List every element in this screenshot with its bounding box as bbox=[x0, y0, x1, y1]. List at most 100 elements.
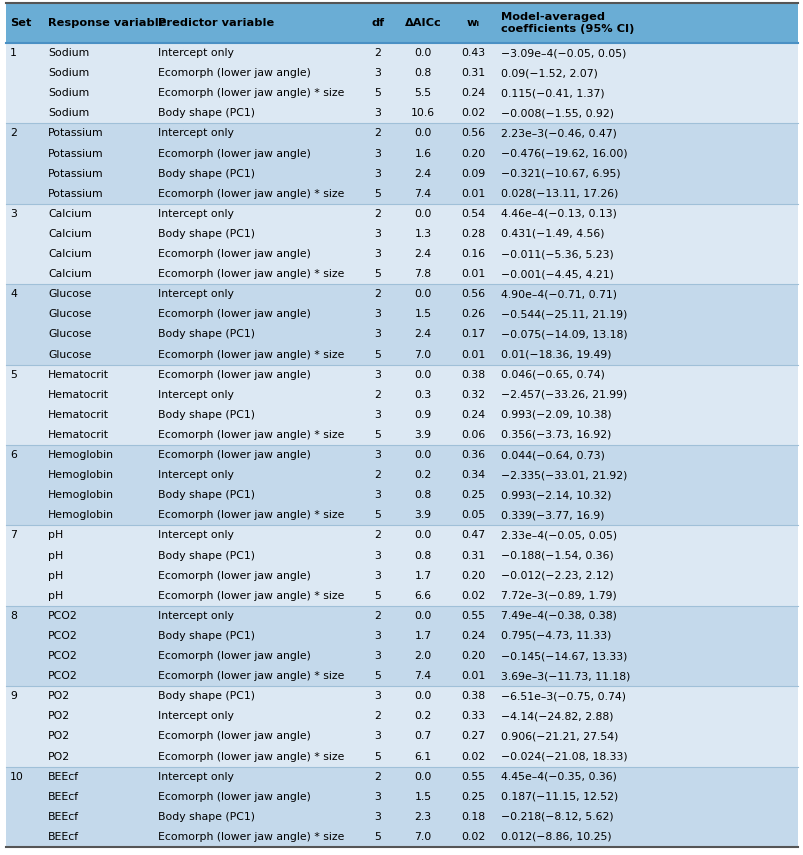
Text: 0.7: 0.7 bbox=[414, 731, 431, 741]
Text: 5.5: 5.5 bbox=[414, 88, 431, 98]
Text: Body shape (PC1): Body shape (PC1) bbox=[158, 691, 255, 701]
Text: 3: 3 bbox=[374, 109, 381, 118]
Text: 5: 5 bbox=[374, 752, 381, 762]
Text: Set: Set bbox=[10, 18, 31, 28]
Bar bbox=[6, 43, 797, 63]
Text: −0.476(−19.62, 16.00): −0.476(−19.62, 16.00) bbox=[500, 149, 627, 158]
Text: 0.2: 0.2 bbox=[414, 711, 431, 722]
Text: 0.28: 0.28 bbox=[460, 229, 484, 239]
Text: 0.02: 0.02 bbox=[460, 591, 484, 601]
Text: 0.0: 0.0 bbox=[414, 610, 431, 621]
Text: −0.075(−14.09, 13.18): −0.075(−14.09, 13.18) bbox=[500, 329, 627, 339]
Text: −0.321(−10.67, 6.95): −0.321(−10.67, 6.95) bbox=[500, 168, 620, 179]
Bar bbox=[6, 244, 797, 264]
Bar bbox=[6, 184, 797, 203]
Bar bbox=[6, 103, 797, 123]
Text: 0.43: 0.43 bbox=[460, 48, 484, 58]
Text: Body shape (PC1): Body shape (PC1) bbox=[158, 168, 255, 179]
Text: Body shape (PC1): Body shape (PC1) bbox=[158, 812, 255, 822]
Text: 3: 3 bbox=[374, 651, 381, 661]
Bar bbox=[6, 666, 797, 687]
Text: Ecomorph (lower jaw angle) * size: Ecomorph (lower jaw angle) * size bbox=[158, 88, 344, 98]
Text: 0.906(−21.21, 27.54): 0.906(−21.21, 27.54) bbox=[500, 731, 618, 741]
Bar bbox=[6, 284, 797, 304]
Text: Hematocrit: Hematocrit bbox=[48, 390, 109, 400]
Text: 7.49e–4(−0.38, 0.38): 7.49e–4(−0.38, 0.38) bbox=[500, 610, 616, 621]
Text: Potassium: Potassium bbox=[48, 128, 104, 139]
Text: 5: 5 bbox=[374, 510, 381, 521]
Text: Body shape (PC1): Body shape (PC1) bbox=[158, 631, 255, 641]
Bar bbox=[6, 706, 797, 727]
Text: Sodium: Sodium bbox=[48, 109, 89, 118]
Text: Intercept only: Intercept only bbox=[158, 610, 234, 621]
Text: Intercept only: Intercept only bbox=[158, 772, 234, 781]
Text: 3: 3 bbox=[374, 168, 381, 179]
Text: 0.8: 0.8 bbox=[414, 551, 431, 561]
Text: 5: 5 bbox=[374, 269, 381, 279]
Text: Hematocrit: Hematocrit bbox=[48, 430, 109, 440]
Text: Ecomorph (lower jaw angle) * size: Ecomorph (lower jaw angle) * size bbox=[158, 430, 344, 440]
Text: 2: 2 bbox=[374, 48, 381, 58]
Text: Calcium: Calcium bbox=[48, 269, 92, 279]
Bar bbox=[6, 746, 797, 767]
Text: −0.001(−4.45, 4.21): −0.001(−4.45, 4.21) bbox=[500, 269, 613, 279]
Text: 0.09: 0.09 bbox=[460, 168, 484, 179]
Bar bbox=[6, 687, 797, 706]
Text: 0.044(−0.64, 0.73): 0.044(−0.64, 0.73) bbox=[500, 450, 604, 460]
Text: 0.38: 0.38 bbox=[460, 369, 484, 380]
Text: Glucose: Glucose bbox=[48, 310, 92, 320]
Text: Intercept only: Intercept only bbox=[158, 711, 234, 722]
Bar bbox=[6, 304, 797, 324]
Text: Predictor variable: Predictor variable bbox=[158, 18, 274, 28]
Text: 2: 2 bbox=[374, 610, 381, 621]
Text: 0.33: 0.33 bbox=[460, 711, 484, 722]
Text: 0.05: 0.05 bbox=[460, 510, 484, 521]
Text: 3: 3 bbox=[374, 792, 381, 802]
Text: 5: 5 bbox=[374, 350, 381, 360]
Text: Body shape (PC1): Body shape (PC1) bbox=[158, 490, 255, 500]
Bar bbox=[6, 385, 797, 404]
Text: 1.5: 1.5 bbox=[414, 310, 431, 320]
Text: Ecomorph (lower jaw angle) * size: Ecomorph (lower jaw angle) * size bbox=[158, 350, 344, 360]
Text: 0.20: 0.20 bbox=[460, 570, 484, 581]
Text: Ecomorph (lower jaw angle): Ecomorph (lower jaw angle) bbox=[158, 651, 311, 661]
Text: 0.02: 0.02 bbox=[460, 752, 484, 762]
Text: 3.9: 3.9 bbox=[414, 510, 431, 521]
Text: 3: 3 bbox=[374, 249, 381, 259]
Text: 9: 9 bbox=[10, 691, 17, 701]
Text: 0.115(−0.41, 1.37): 0.115(−0.41, 1.37) bbox=[500, 88, 604, 98]
Text: Body shape (PC1): Body shape (PC1) bbox=[158, 229, 255, 239]
Text: 0.356(−3.73, 16.92): 0.356(−3.73, 16.92) bbox=[500, 430, 610, 440]
Text: Ecomorph (lower jaw angle): Ecomorph (lower jaw angle) bbox=[158, 249, 311, 259]
Text: 0.01: 0.01 bbox=[460, 189, 484, 198]
Text: 1.5: 1.5 bbox=[414, 792, 431, 802]
Text: 0.20: 0.20 bbox=[460, 149, 484, 158]
Text: 7.72e–3(−0.89, 1.79): 7.72e–3(−0.89, 1.79) bbox=[500, 591, 616, 601]
Text: Ecomorph (lower jaw angle) * size: Ecomorph (lower jaw angle) * size bbox=[158, 269, 344, 279]
Bar bbox=[6, 425, 797, 445]
Text: 2: 2 bbox=[374, 470, 381, 481]
Text: pH: pH bbox=[48, 530, 63, 540]
Text: 6.1: 6.1 bbox=[414, 752, 431, 762]
Text: 0.34: 0.34 bbox=[460, 470, 484, 481]
Text: 3: 3 bbox=[374, 149, 381, 158]
Text: 6.6: 6.6 bbox=[414, 591, 431, 601]
Text: Intercept only: Intercept only bbox=[158, 209, 234, 219]
Text: BEEcf: BEEcf bbox=[48, 772, 79, 781]
Text: 2: 2 bbox=[374, 711, 381, 722]
Text: 3: 3 bbox=[374, 691, 381, 701]
Text: 0.26: 0.26 bbox=[460, 310, 484, 320]
Text: 2: 2 bbox=[10, 128, 17, 139]
Text: 5: 5 bbox=[374, 591, 381, 601]
Text: 0.0: 0.0 bbox=[414, 772, 431, 781]
Text: 7.0: 7.0 bbox=[414, 350, 431, 360]
Bar bbox=[6, 123, 797, 144]
Text: 0.01(−18.36, 19.49): 0.01(−18.36, 19.49) bbox=[500, 350, 611, 360]
Text: 5: 5 bbox=[374, 88, 381, 98]
Bar bbox=[6, 83, 797, 103]
Bar bbox=[6, 526, 797, 545]
Text: 3: 3 bbox=[374, 329, 381, 339]
Bar bbox=[6, 465, 797, 485]
Text: −6.51e–3(−0.75, 0.74): −6.51e–3(−0.75, 0.74) bbox=[500, 691, 626, 701]
Bar bbox=[6, 626, 797, 646]
